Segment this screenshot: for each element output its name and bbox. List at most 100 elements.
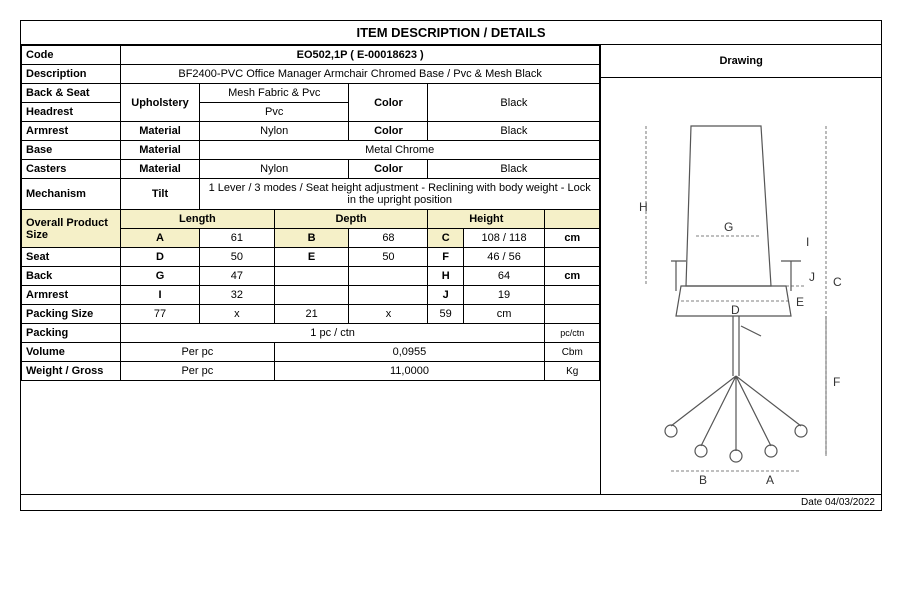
base-material-label: Material [121, 141, 200, 160]
spec-table-container: Code EO502,1P ( E-00018623 ) Description… [21, 45, 601, 494]
upholstery-label: Upholstery [121, 84, 200, 122]
row-weight: Weight / Gross Per pc 11,0000 Kg [22, 362, 600, 381]
svg-text:A: A [766, 473, 774, 486]
row-back: Back G 47 H 64 cm [22, 267, 600, 286]
F-label: F [428, 248, 463, 267]
length-label: Length [121, 210, 275, 229]
packing-label: Packing [22, 324, 121, 343]
svg-text:F: F [833, 375, 840, 389]
headrest-value: Pvc [200, 103, 349, 122]
row-packing-size: Packing Size 77 x 21 x 59 cm [22, 305, 600, 324]
row-seat: Seat D 50 E 50 F 46 / 56 [22, 248, 600, 267]
F-value: 46 / 56 [463, 248, 544, 267]
volume-perpc: Per pc [121, 343, 275, 362]
svg-text:C: C [833, 275, 842, 289]
back-label: Back [22, 267, 121, 286]
pack-v1: 77 [121, 305, 200, 324]
size-unit2: cm [545, 267, 600, 286]
base-label: Base [22, 141, 121, 160]
drawing-column: Drawing [601, 45, 881, 494]
seat-label: Seat [22, 248, 121, 267]
svg-text:I: I [806, 235, 809, 249]
tilt-label: Tilt [121, 179, 200, 210]
backseat-label: Back & Seat [22, 84, 121, 103]
armrest-color-label: Color [349, 122, 428, 141]
row-size-headers: Overall Product Size Length Depth Height [22, 210, 600, 229]
row-armrest: Armrest Material Nylon Color Black [22, 122, 600, 141]
casters-material-label: Material [121, 160, 200, 179]
G-label: G [121, 267, 200, 286]
headrest-label: Headrest [22, 103, 121, 122]
volume-unit: Cbm [545, 343, 600, 362]
D-label: D [121, 248, 200, 267]
E-value: 50 [349, 248, 428, 267]
weight-value: 11,0000 [274, 362, 544, 381]
backseat-color-label: Color [349, 84, 428, 122]
pack-x2: x [349, 305, 428, 324]
date-label: Date [801, 497, 822, 508]
svg-text:J: J [809, 270, 815, 284]
E-label: E [274, 248, 349, 267]
description-value: BF2400-PVC Office Manager Armchair Chrom… [121, 65, 600, 84]
pack-v3: 59 [428, 305, 463, 324]
C-value: 108 / 118 [463, 229, 544, 248]
svg-text:E: E [796, 295, 804, 309]
row-casters: Casters Material Nylon Color Black [22, 160, 600, 179]
drawing-body: H C F G I J E D B A [601, 78, 881, 494]
svg-text:B: B [699, 473, 707, 486]
J-label: J [428, 286, 463, 305]
volume-label: Volume [22, 343, 121, 362]
A-label: A [121, 229, 200, 248]
armrest-label: Armrest [22, 122, 121, 141]
J-value: 19 [463, 286, 544, 305]
description-label: Description [22, 65, 121, 84]
backseat-value: Mesh Fabric & Pvc [200, 84, 349, 103]
row-base: Base Material Metal Chrome [22, 141, 600, 160]
casters-material-value: Nylon [200, 160, 349, 179]
packing-unit: pc/ctn [545, 324, 600, 343]
pack-v2: 21 [274, 305, 349, 324]
row-mechanism: Mechanism Tilt 1 Lever / 3 modes / Seat … [22, 179, 600, 210]
backseat-color-value: Black [428, 84, 600, 122]
armrest-material-label: Material [121, 122, 200, 141]
row-description: Description BF2400-PVC Office Manager Ar… [22, 65, 600, 84]
tilt-value: 1 Lever / 3 modes / Seat height adjustme… [200, 179, 600, 210]
row-armrest-dims: Armrest I 32 J 19 [22, 286, 600, 305]
B-label: B [274, 229, 349, 248]
weight-label: Weight / Gross [22, 362, 121, 381]
mechanism-label: Mechanism [22, 179, 121, 210]
armrest-color-value: Black [428, 122, 600, 141]
svg-text:H: H [639, 200, 648, 214]
H-label: H [428, 267, 463, 286]
spec-table: Code EO502,1P ( E-00018623 ) Description… [21, 45, 600, 381]
C-label: C [428, 229, 463, 248]
G-value: 47 [200, 267, 275, 286]
row-volume: Volume Per pc 0,0955 Cbm [22, 343, 600, 362]
base-material-value: Metal Chrome [200, 141, 600, 160]
chair-drawing-icon: H C F G I J E D B A [611, 86, 871, 486]
I-label: I [121, 286, 200, 305]
volume-value: 0,0955 [274, 343, 544, 362]
I-value: 32 [200, 286, 275, 305]
depth-label: Depth [274, 210, 428, 229]
row-back-seat: Back & Seat Upholstery Mesh Fabric & Pvc… [22, 84, 600, 103]
packing-size-label: Packing Size [22, 305, 121, 324]
A-value: 61 [200, 229, 275, 248]
pack-unit: cm [463, 305, 544, 324]
armrest-dims-label: Armrest [22, 286, 121, 305]
row-code: Code EO502,1P ( E-00018623 ) [22, 46, 600, 65]
code-label: Code [22, 46, 121, 65]
overall-size-label: Overall Product Size [22, 210, 121, 248]
pack-x1: x [200, 305, 275, 324]
sheet-title: ITEM DESCRIPTION / DETAILS [21, 21, 881, 45]
date-row: Date 04/03/2022 [21, 494, 881, 510]
armrest-material-value: Nylon [200, 122, 349, 141]
row-packing: Packing 1 pc / ctn pc/ctn [22, 324, 600, 343]
date-value: 04/03/2022 [825, 497, 875, 508]
casters-color-value: Black [428, 160, 600, 179]
casters-label: Casters [22, 160, 121, 179]
size-unit: cm [545, 229, 600, 248]
height-label: Height [428, 210, 545, 229]
drawing-header: Drawing [601, 45, 881, 78]
weight-unit: Kg [545, 362, 600, 381]
